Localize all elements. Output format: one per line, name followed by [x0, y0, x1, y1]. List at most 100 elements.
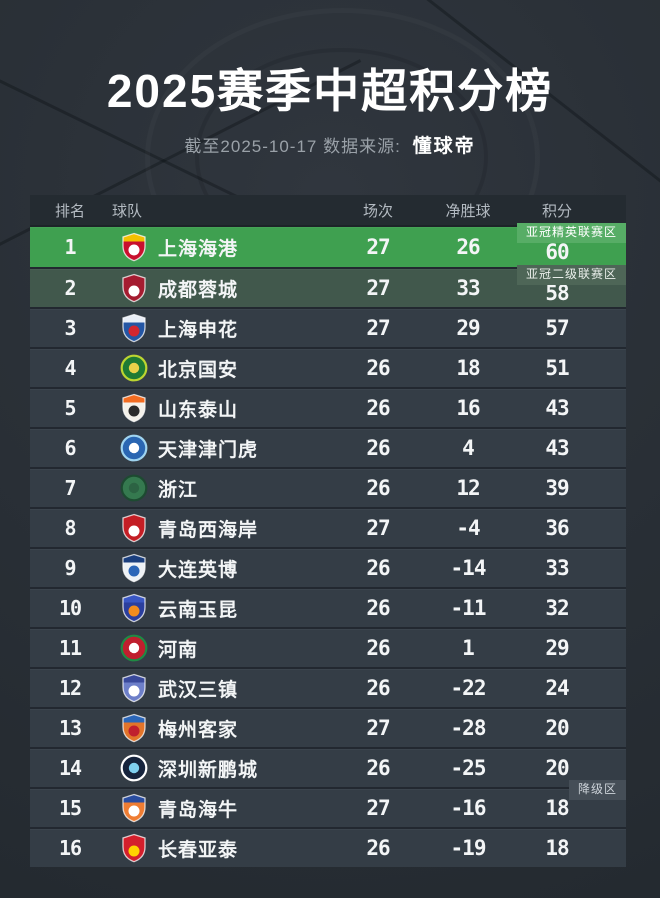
team-logo [110, 669, 158, 707]
points-value: 20 [545, 756, 569, 780]
table-row: 11 河南 26 1 29 [30, 627, 626, 667]
played-value: 26 [366, 596, 390, 620]
team-logo [110, 349, 158, 387]
played-value: 27 [366, 235, 390, 259]
played-value: 27 [366, 276, 390, 300]
played-value: 26 [366, 556, 390, 580]
qingdao-west-coast-crest-icon [122, 513, 146, 543]
goal-diff-value: -11 [450, 596, 487, 620]
rank-value: 1 [64, 235, 76, 259]
points-value: 32 [545, 596, 569, 620]
played-value: 26 [366, 396, 390, 420]
page-title: 2025赛季中超积分榜 [106, 65, 554, 117]
zone-badge: 亚冠二级联赛区 [516, 265, 626, 285]
goal-diff-value: 12 [456, 476, 480, 500]
team-name: 浙江 [158, 479, 199, 501]
shanghai-shenhua-crest-icon [122, 313, 146, 343]
points-value: 51 [545, 356, 569, 380]
points-value: 58 [545, 281, 569, 305]
goal-diff-value: -19 [450, 836, 487, 860]
points-value: 36 [545, 516, 569, 540]
points-value: 33 [545, 556, 569, 580]
goal-diff-value: -14 [450, 556, 487, 580]
played-value: 27 [366, 796, 390, 820]
table-row: 3 上海申花 27 29 57 [30, 307, 626, 347]
as-of-date-text: 截至2025-10-17 数据来源: [184, 137, 401, 156]
played-value: 27 [366, 316, 390, 340]
table-row: 13 梅州客家 27 -28 20 [30, 707, 626, 747]
played-value: 27 [366, 516, 390, 540]
goal-diff-value: 4 [462, 436, 475, 460]
zone-badge: 降级区 [568, 780, 626, 800]
rank-value: 9 [64, 556, 76, 580]
team-logo [110, 749, 158, 787]
henan-crest-icon [120, 634, 148, 662]
chengdu-rongcheng-crest-icon [122, 273, 146, 303]
goal-diff-value: 29 [456, 316, 480, 340]
shanghai-port-crest-icon [122, 232, 146, 262]
points-value: 43 [545, 436, 569, 460]
rank-value: 14 [58, 756, 82, 780]
tianjin-jinmenhu-crest-icon [120, 434, 148, 462]
team-name: 长春亚泰 [158, 839, 239, 861]
played-value: 27 [366, 716, 390, 740]
team-name: 天津津门虎 [158, 439, 259, 461]
table-row: 6 天津津门虎 26 4 43 [30, 427, 626, 467]
points-value: 39 [545, 476, 569, 500]
data-source-logo-text: 懂球帝 [412, 136, 476, 157]
meizhou-hakka-crest-icon [122, 713, 146, 743]
rank-value: 8 [64, 516, 76, 540]
dalian-yingbo-crest-icon [122, 553, 146, 583]
team-logo [110, 269, 158, 307]
points-value: 57 [545, 316, 569, 340]
played-value: 26 [366, 636, 390, 660]
changchun-yatai-crest-icon [122, 833, 146, 863]
table-row: 16 长春亚泰 26 -19 18 [30, 827, 626, 867]
points-value: 29 [545, 636, 569, 660]
rank-value: 3 [64, 316, 76, 340]
qingdao-hainiu-crest-icon [122, 793, 146, 823]
played-value: 26 [366, 836, 390, 860]
shenzhen-peng-city-crest-icon [120, 754, 148, 782]
played-value: 26 [366, 676, 390, 700]
table-row: 7 浙江 26 12 39 [30, 467, 626, 507]
rank-value: 7 [64, 476, 76, 500]
played-value: 26 [366, 476, 390, 500]
team-logo [110, 309, 158, 347]
goal-diff-value: 33 [456, 276, 480, 300]
col-header-goal-diff: 净胜球 [445, 202, 491, 220]
played-value: 26 [366, 356, 390, 380]
rank-value: 16 [58, 836, 82, 860]
rank-value: 5 [64, 396, 76, 420]
team-logo [110, 789, 158, 827]
points-value: 43 [545, 396, 569, 420]
goal-diff-value: -16 [450, 796, 487, 820]
team-name: 梅州客家 [158, 719, 239, 741]
team-logo [110, 589, 158, 627]
standings-table: 排名 球队 场次 净胜球 积分 1 上海海港 27 26 60 亚冠精英联赛区 … [30, 195, 626, 867]
team-name: 大连英博 [158, 559, 239, 581]
col-header-played: 场次 [362, 202, 393, 220]
table-row: 15 青岛海牛 27 -16 18 降级区 [30, 780, 626, 827]
table-row: 8 青岛西海岸 27 -4 36 [30, 507, 626, 547]
shandong-taishan-crest-icon [122, 393, 146, 423]
team-logo [110, 227, 158, 267]
points-value: 24 [545, 676, 569, 700]
table-row: 4 北京国安 26 18 51 [30, 347, 626, 387]
rank-value: 2 [64, 276, 76, 300]
table-row: 2 成都蓉城 27 33 58 亚冠二级联赛区 [30, 265, 626, 307]
points-value: 18 [545, 836, 569, 860]
points-value: 20 [545, 716, 569, 740]
team-name: 深圳新鹏城 [158, 759, 259, 781]
team-logo [110, 549, 158, 587]
team-name: 云南玉昆 [158, 599, 239, 621]
zone-badge: 亚冠精英联赛区 [516, 223, 626, 243]
goal-diff-value: -4 [456, 516, 480, 540]
table-row: 1 上海海港 27 26 60 亚冠精英联赛区 [30, 223, 626, 267]
wuhan-three-towns-crest-icon [122, 673, 146, 703]
col-header-points: 积分 [541, 202, 572, 220]
team-logo [110, 469, 158, 507]
team-name: 成都蓉城 [158, 279, 239, 301]
yunnan-yukun-crest-icon [122, 593, 146, 623]
table-row: 5 山东泰山 26 16 43 [30, 387, 626, 427]
